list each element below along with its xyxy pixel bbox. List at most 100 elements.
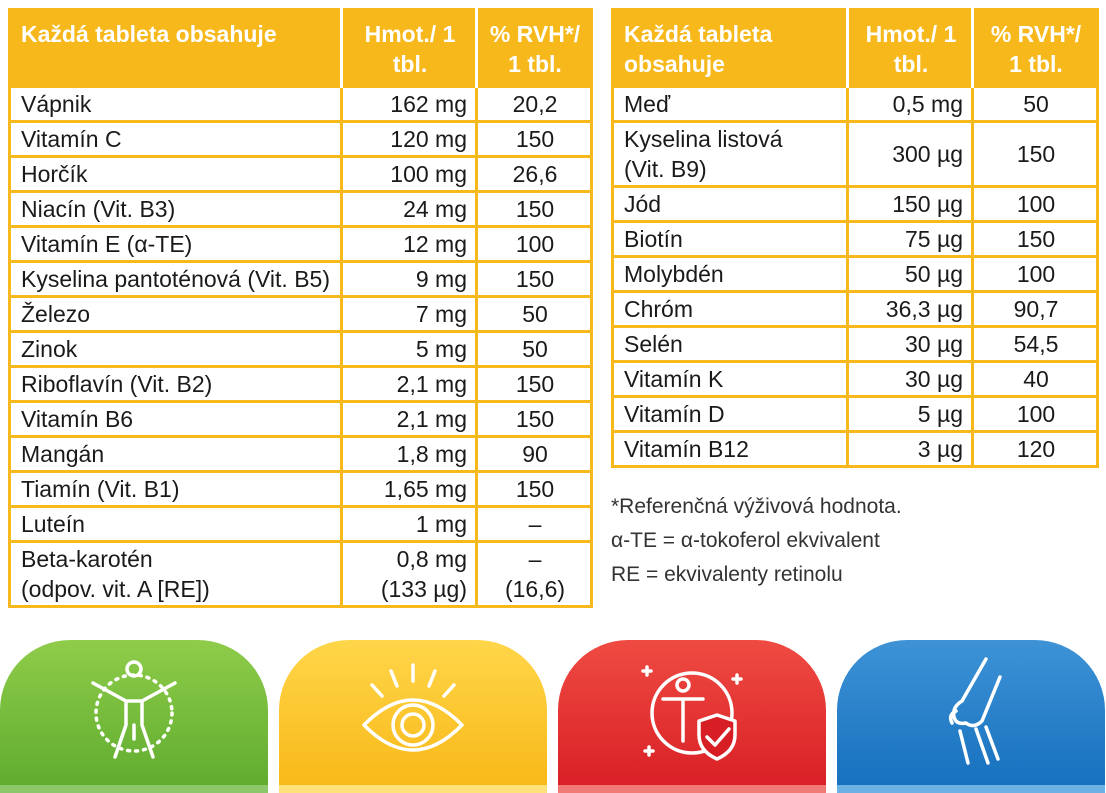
body-circle-icon [79, 655, 189, 765]
ingredient-rvh: 150 [973, 122, 1098, 187]
ingredient-rvh: 150 [477, 472, 592, 507]
ingredient-rvh: 50 [477, 332, 592, 367]
ingredient-name: Zinok [10, 332, 342, 367]
table-row: Niacín (Vit. B3) 24 mg 150 [10, 192, 592, 227]
ingredient-name: Niacín (Vit. B3) [10, 192, 342, 227]
footnote-re: RE = ekvivalenty retinolu [611, 558, 902, 592]
table-row: Tiamín (Vit. B1) 1,65 mg 150 [10, 472, 592, 507]
rvh-line: (16,6) [488, 574, 582, 604]
table-row: Kyselina pantoténová (Vit. B5) 9 mg 150 [10, 262, 592, 297]
footnote-alpha-te: α-TE = α-tokoferol ekvivalent [611, 524, 902, 558]
ingredient-amount: 3 µg [848, 432, 973, 467]
table-header-row: Každá tableta obsahuje Hmot./ 1 tbl. % R… [613, 10, 1098, 87]
nutrition-table-left: Každá tableta obsahuje Hmot./ 1 tbl. % R… [8, 8, 593, 608]
ingredient-name: Vitamín E (α-TE) [10, 227, 342, 262]
ingredient-rvh: 150 [477, 262, 592, 297]
ingredient-name: Luteín [10, 507, 342, 542]
ingredient-rvh: 100 [973, 187, 1098, 222]
ingredient-name: Tiamín (Vit. B1) [10, 472, 342, 507]
ingredient-rvh: 150 [477, 122, 592, 157]
table-row: Vitamín C 120 mg 150 [10, 122, 592, 157]
ingredient-name: Vitamín B6 [10, 402, 342, 437]
table-row-beta-carotene: Beta-karotén (odpov. vit. A [RE]) 0,8 mg… [10, 542, 592, 607]
ingredient-amount: 2,1 mg [342, 402, 477, 437]
ingredient-name: Mangán [10, 437, 342, 472]
ingredient-name: Horčík [10, 157, 342, 192]
ingredient-name: Beta-karotén (odpov. vit. A [RE]) [10, 542, 342, 607]
ingredient-rvh: 100 [973, 397, 1098, 432]
ingredient-rvh: 90,7 [973, 292, 1098, 327]
benefit-tile-joints [837, 640, 1105, 793]
header-rvh: % RVH*/ 1 tbl. [973, 10, 1098, 87]
table-row: Vitamín B6 2,1 mg 150 [10, 402, 592, 437]
ingredient-name: Molybdén [613, 257, 848, 292]
ingredient-rvh: 20,2 [477, 87, 592, 122]
ingredient-name: Vitamín K [613, 362, 848, 397]
ingredient-name: Jód [613, 187, 848, 222]
table-row: Luteín 1 mg – [10, 507, 592, 542]
ingredient-name-line: (Vit. B9) [624, 154, 838, 184]
ingredient-amount: 5 mg [342, 332, 477, 367]
ingredient-amount: 0,5 mg [848, 87, 973, 122]
ingredient-amount: 150 µg [848, 187, 973, 222]
table-row: Horčík 100 mg 26,6 [10, 157, 592, 192]
eye-icon [358, 655, 468, 765]
ingredient-amount: 162 mg [342, 87, 477, 122]
ingredient-amount: 100 mg [342, 157, 477, 192]
ingredient-rvh: 50 [477, 297, 592, 332]
ingredient-amount: 2,1 mg [342, 367, 477, 402]
ingredient-name: Vitamín B12 [613, 432, 848, 467]
ingredient-amount: 1,8 mg [342, 437, 477, 472]
ingredient-amount: 300 µg [848, 122, 973, 187]
table-row: Chróm 36,3 µg 90,7 [613, 292, 1098, 327]
benefit-tile-body [0, 640, 268, 793]
ingredient-name: Meď [613, 87, 848, 122]
table-row: Vitamín K 30 µg 40 [613, 362, 1098, 397]
benefit-tile-immunity [558, 640, 826, 793]
table-row: Vápnik 162 mg 20,2 [10, 87, 592, 122]
ingredient-name: Kyselina pantoténová (Vit. B5) [10, 262, 342, 297]
ingredient-name: Kyselina listová (Vit. B9) [613, 122, 848, 187]
ingredient-amount: 9 mg [342, 262, 477, 297]
table-row: Mangán 1,8 mg 90 [10, 437, 592, 472]
ingredient-rvh: 150 [477, 367, 592, 402]
table-header-row: Každá tableta obsahuje Hmot./ 1 tbl. % R… [10, 10, 592, 87]
ingredient-name: Chróm [613, 292, 848, 327]
amount-line: 0,8 mg [353, 544, 467, 574]
ingredient-amount: 36,3 µg [848, 292, 973, 327]
ingredient-name: Selén [613, 327, 848, 362]
ingredient-amount: 30 µg [848, 362, 973, 397]
header-rvh: % RVH*/ 1 tbl. [477, 10, 592, 87]
table-row: Vitamín B12 3 µg 120 [613, 432, 1098, 467]
table-row: Železo 7 mg 50 [10, 297, 592, 332]
header-ingredient: Každá tableta obsahuje [613, 10, 848, 87]
header-amount: Hmot./ 1 tbl. [848, 10, 973, 87]
ingredient-name-line: Beta-karotén [21, 544, 332, 574]
benefit-tile-eye [279, 640, 547, 793]
ingredient-rvh: 150 [477, 402, 592, 437]
table-row: Vitamín E (α-TE) 12 mg 100 [10, 227, 592, 262]
ingredient-rvh: 100 [973, 257, 1098, 292]
table-row: Zinok 5 mg 50 [10, 332, 592, 367]
ingredient-name: Vitamín C [10, 122, 342, 157]
table-row: Riboflavín (Vit. B2) 2,1 mg 150 [10, 367, 592, 402]
ingredient-name: Vitamín D [613, 397, 848, 432]
ingredient-rvh: – (16,6) [477, 542, 592, 607]
ingredient-rvh: 26,6 [477, 157, 592, 192]
ingredient-amount: 12 mg [342, 227, 477, 262]
nutrition-table-right: Každá tableta obsahuje Hmot./ 1 tbl. % R… [611, 8, 1099, 468]
ingredient-rvh: 40 [973, 362, 1098, 397]
ingredient-rvh: 120 [973, 432, 1098, 467]
amount-line: (133 µg) [353, 574, 467, 604]
ingredient-amount: 7 mg [342, 297, 477, 332]
ingredient-rvh: 100 [477, 227, 592, 262]
ingredient-rvh: 150 [973, 222, 1098, 257]
ingredient-amount: 50 µg [848, 257, 973, 292]
ingredient-amount: 24 mg [342, 192, 477, 227]
ingredient-name: Biotín [613, 222, 848, 257]
ingredient-amount: 120 mg [342, 122, 477, 157]
ingredient-name-line: (odpov. vit. A [RE]) [21, 574, 332, 604]
ingredient-amount: 5 µg [848, 397, 973, 432]
footnote-rvh: *Referenčná výživová hodnota. [611, 490, 902, 524]
